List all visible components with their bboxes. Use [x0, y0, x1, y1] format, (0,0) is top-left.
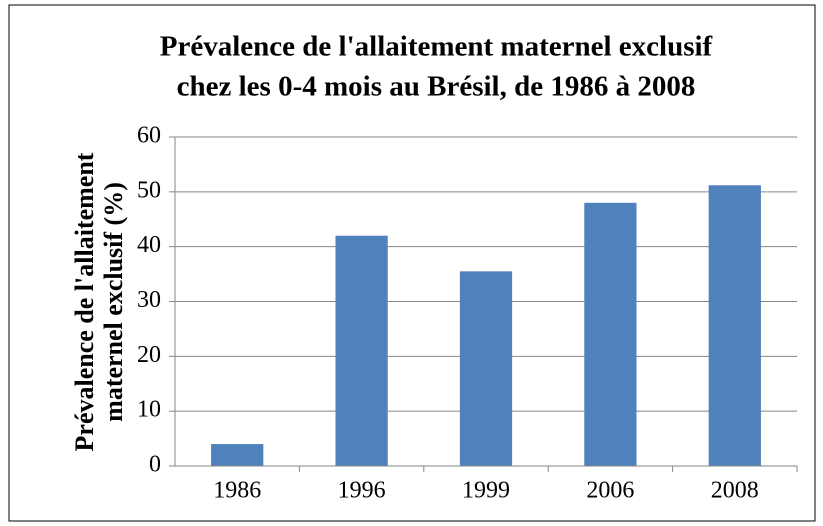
- y-tick-label: 10: [137, 397, 161, 423]
- chart-title: chez les 0-4 mois au Brésil, de 1986 à 2…: [177, 71, 696, 103]
- y-tick-label: 20: [137, 342, 161, 368]
- bar: [211, 444, 264, 466]
- chart-title: Prévalence de l'allaitement maternel exc…: [160, 31, 713, 63]
- chart-border: [8, 4, 816, 522]
- y-tick-label: 30: [137, 287, 161, 313]
- bar: [584, 202, 637, 467]
- y-tick-label: 50: [137, 177, 161, 203]
- y-tick-label: 0: [149, 452, 161, 478]
- x-tick-label: 2006: [586, 478, 634, 504]
- x-tick-label: 1996: [338, 478, 386, 504]
- y-axis-label: Prévalence de l'allaitement: [70, 152, 99, 451]
- x-tick-label: 2008: [711, 478, 759, 504]
- y-tick-label: 40: [137, 232, 161, 258]
- bar: [708, 185, 761, 466]
- bar: [459, 271, 513, 466]
- x-tick-label: 1999: [462, 478, 510, 504]
- y-tick-label: 60: [137, 123, 161, 149]
- x-tick-label: 1986: [213, 478, 261, 504]
- y-axis-label: maternel exclusif (%): [99, 182, 128, 422]
- bar: [335, 235, 388, 466]
